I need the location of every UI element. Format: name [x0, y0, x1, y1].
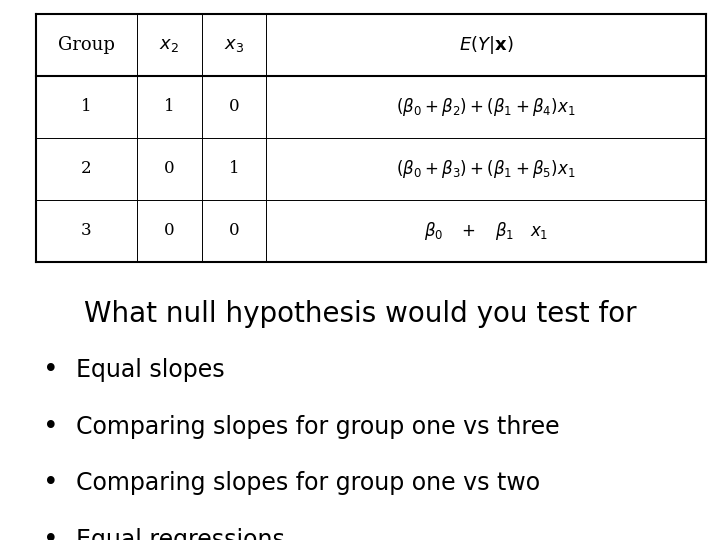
Text: Equal regressions: Equal regressions — [76, 528, 284, 540]
Text: 0: 0 — [229, 222, 239, 239]
Text: $\beta_0 \quad + \quad \beta_1 \quad x_1$: $\beta_0 \quad + \quad \beta_1 \quad x_1… — [424, 220, 548, 242]
Text: $(\beta_0 + \beta_3) + (\beta_1 + \beta_5)x_1$: $(\beta_0 + \beta_3) + (\beta_1 + \beta_… — [396, 158, 576, 180]
Text: $x_3$: $x_3$ — [224, 36, 244, 53]
Text: $x_2$: $x_2$ — [159, 36, 179, 53]
Text: Comparing slopes for group one vs three: Comparing slopes for group one vs three — [76, 415, 559, 438]
Text: 1: 1 — [81, 98, 91, 115]
Text: What null hypothesis would you test for: What null hypothesis would you test for — [84, 300, 636, 328]
Text: •: • — [42, 414, 58, 440]
Text: •: • — [42, 470, 58, 496]
Text: •: • — [42, 357, 58, 383]
Text: $(\beta_0 + \beta_2) + (\beta_1 + \beta_4)x_1$: $(\beta_0 + \beta_2) + (\beta_1 + \beta_… — [396, 96, 576, 118]
Text: Group: Group — [58, 36, 114, 53]
Text: 0: 0 — [164, 160, 174, 177]
Text: •: • — [42, 527, 58, 540]
Text: $E(Y|\mathbf{x})$: $E(Y|\mathbf{x})$ — [459, 33, 513, 56]
Text: Comparing slopes for group one vs two: Comparing slopes for group one vs two — [76, 471, 540, 495]
Text: 3: 3 — [81, 222, 91, 239]
Text: 2: 2 — [81, 160, 91, 177]
Text: 1: 1 — [229, 160, 239, 177]
Text: 0: 0 — [164, 222, 174, 239]
Text: 1: 1 — [164, 98, 174, 115]
Text: Equal slopes: Equal slopes — [76, 358, 224, 382]
Text: 0: 0 — [229, 98, 239, 115]
